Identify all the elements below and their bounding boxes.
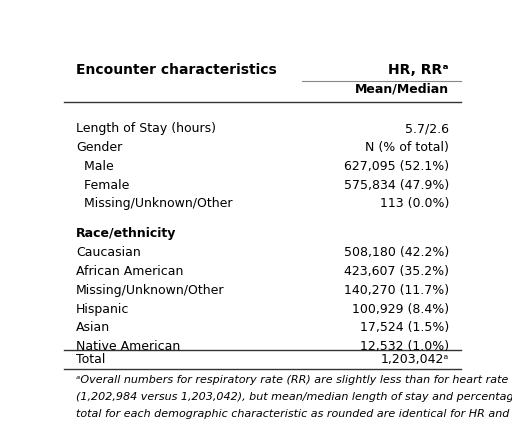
- Text: Asian: Asian: [76, 321, 110, 334]
- Text: 100,929 (8.4%): 100,929 (8.4%): [352, 303, 449, 315]
- Text: Caucasian: Caucasian: [76, 246, 141, 259]
- Text: Hispanic: Hispanic: [76, 303, 129, 315]
- Text: Native American: Native American: [76, 340, 180, 353]
- Text: 17,524 (1.5%): 17,524 (1.5%): [359, 321, 449, 334]
- Text: Missing/Unknown/Other: Missing/Unknown/Other: [76, 284, 224, 297]
- Text: 575,834 (47.9%): 575,834 (47.9%): [344, 178, 449, 192]
- Text: Mean/Median: Mean/Median: [355, 83, 449, 96]
- Text: Missing/Unknown/Other: Missing/Unknown/Other: [76, 197, 232, 210]
- Text: total for each demographic characteristic as rounded are identical for HR and RR: total for each demographic characteristi…: [76, 409, 512, 419]
- Text: 627,095 (52.1%): 627,095 (52.1%): [344, 160, 449, 173]
- Text: Length of Stay (hours): Length of Stay (hours): [76, 122, 216, 135]
- Text: 508,180 (42.2%): 508,180 (42.2%): [344, 246, 449, 259]
- Text: Race/ethnicity: Race/ethnicity: [76, 227, 176, 241]
- Text: 12,532 (1.0%): 12,532 (1.0%): [360, 340, 449, 353]
- Text: ᵃOverall numbers for respiratory rate (RR) are slightly less than for heart rate: ᵃOverall numbers for respiratory rate (R…: [76, 375, 512, 385]
- Text: Gender: Gender: [76, 141, 122, 154]
- Text: HR, RRᵃ: HR, RRᵃ: [388, 63, 449, 77]
- Text: Total: Total: [76, 353, 105, 366]
- Text: African American: African American: [76, 265, 183, 278]
- Text: 140,270 (11.7%): 140,270 (11.7%): [344, 284, 449, 297]
- Text: 5.7/2.6: 5.7/2.6: [405, 122, 449, 135]
- Text: 1,203,042ᵃ: 1,203,042ᵃ: [380, 353, 449, 366]
- Text: 113 (0.0%): 113 (0.0%): [379, 197, 449, 210]
- Text: N (% of total): N (% of total): [365, 141, 449, 154]
- Text: Male: Male: [76, 160, 114, 173]
- Text: Female: Female: [76, 178, 129, 192]
- Text: 423,607 (35.2%): 423,607 (35.2%): [344, 265, 449, 278]
- Text: (1,202,984 versus 1,203,042), but mean/median length of stay and percentages of: (1,202,984 versus 1,203,042), but mean/m…: [76, 392, 512, 402]
- Text: Encounter characteristics: Encounter characteristics: [76, 63, 276, 77]
